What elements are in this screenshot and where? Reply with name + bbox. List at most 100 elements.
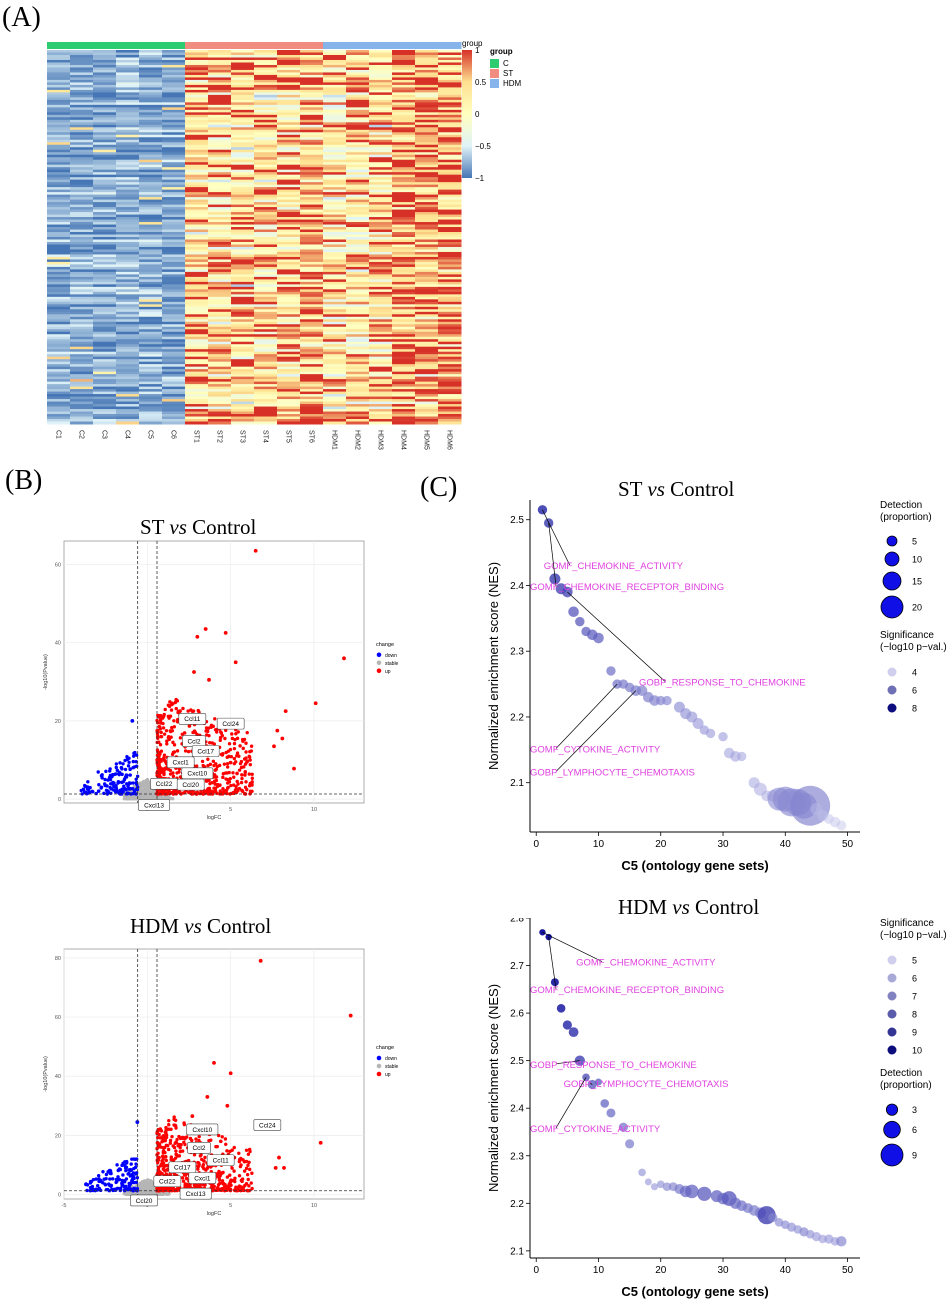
heatmap-cell xyxy=(70,251,94,255)
heatmap-cell xyxy=(185,82,209,86)
heatmap-cell xyxy=(47,204,71,208)
heatmap-cell xyxy=(300,254,324,258)
heatmap-cell xyxy=(116,409,140,413)
heatmap-cell xyxy=(323,67,347,71)
heatmap-cell xyxy=(300,54,324,58)
heatmap-cell xyxy=(369,219,393,223)
heatmap-column-label: HDM4 xyxy=(400,430,407,450)
heatmap-cell xyxy=(93,62,117,66)
heatmap-cell xyxy=(162,256,186,260)
heatmap-column-label: HDM2 xyxy=(354,430,361,450)
heatmap-cell xyxy=(231,179,255,183)
heatmap-cell xyxy=(231,314,255,318)
heatmap-cell xyxy=(346,127,370,131)
volcano-point-up xyxy=(247,772,251,776)
heatmap-cell xyxy=(231,197,255,201)
heatmap-cell xyxy=(116,364,140,368)
volcano-point-up xyxy=(249,744,254,748)
heatmap-cell xyxy=(231,162,255,166)
heatmap-cell xyxy=(208,326,232,330)
heatmap-cell xyxy=(70,346,94,350)
heatmap-cell xyxy=(323,139,347,143)
heatmap-cell xyxy=(369,149,393,153)
heatmap-cell xyxy=(254,346,278,350)
heatmap-cell xyxy=(139,222,163,226)
heatmap-cell xyxy=(300,222,324,226)
heatmap-cell xyxy=(300,119,324,123)
heatmap-cell xyxy=(139,84,163,88)
volcano-point-down xyxy=(112,781,116,785)
x-tick-label: 5 xyxy=(229,1203,232,1209)
heatmap-cell xyxy=(185,147,209,151)
heatmap-cell xyxy=(47,356,71,360)
heatmap-cell xyxy=(162,109,186,113)
heatmap-cell xyxy=(139,314,163,318)
heatmap-cell xyxy=(116,421,140,425)
volcano-point-up xyxy=(206,757,210,761)
heatmap-cell xyxy=(346,142,370,146)
heatmap-cell xyxy=(415,399,439,403)
heatmap-cell xyxy=(392,129,416,133)
volcano-point-down xyxy=(116,1168,121,1172)
heatmap-cell xyxy=(208,179,232,183)
heatmap-cell xyxy=(415,326,439,330)
heatmap-cell xyxy=(139,396,163,400)
heatmap-cell xyxy=(47,291,71,295)
heatmap-cell xyxy=(208,142,232,146)
x-axis-label: logFC xyxy=(207,1211,222,1217)
heatmap-cell xyxy=(231,144,255,148)
heatmap-cell xyxy=(277,344,301,348)
heatmap-cell xyxy=(139,67,163,71)
heatmap-cell xyxy=(392,184,416,188)
heatmap-cell xyxy=(438,214,462,218)
heatmap-cell xyxy=(392,306,416,310)
heatmap-cell xyxy=(139,274,163,278)
heatmap-cell xyxy=(47,107,71,111)
volcano-point-down xyxy=(128,786,132,791)
heatmap-cell xyxy=(323,414,347,418)
heatmap-cell xyxy=(116,219,140,223)
heatmap-cell xyxy=(93,319,117,323)
heatmap-cell xyxy=(392,329,416,333)
heatmap-cell xyxy=(369,234,393,238)
panel-label-b: (B) xyxy=(5,465,43,496)
volcano-point-up xyxy=(162,772,166,777)
heatmap-cell xyxy=(323,376,347,380)
heatmap-cell xyxy=(392,59,416,63)
volcano-point-up xyxy=(248,749,252,754)
heatmap-cell xyxy=(323,112,347,116)
heatmap-cell xyxy=(208,204,232,208)
heatmap-cell xyxy=(185,269,209,273)
heatmap-cell xyxy=(139,149,163,153)
volcano-point-down xyxy=(97,783,101,787)
volcano-point-up xyxy=(230,736,235,741)
heatmap-cell xyxy=(139,354,163,358)
heatmap-cell xyxy=(254,172,278,176)
heatmap-cell xyxy=(70,339,94,343)
heatmap-cell xyxy=(185,124,209,128)
heatmap-cell xyxy=(323,259,347,263)
heatmap-cell xyxy=(254,376,278,380)
heatmap-cell xyxy=(231,399,255,403)
heatmap-cell xyxy=(47,319,71,323)
heatmap-cell xyxy=(392,299,416,303)
heatmap-cell xyxy=(70,214,94,218)
heatmap-cell xyxy=(116,187,140,191)
heatmap-cell xyxy=(323,77,347,81)
heatmap-cell xyxy=(116,74,140,78)
heatmap-cell xyxy=(70,286,94,290)
heatmap-cell xyxy=(346,389,370,393)
volcano-point-down xyxy=(134,781,139,785)
volcano-point-up xyxy=(235,771,239,776)
y-tick-label: 60 xyxy=(55,1015,61,1021)
heatmap-cell xyxy=(438,129,462,133)
heatmap-cell xyxy=(47,212,71,216)
heatmap-cell xyxy=(47,334,71,338)
heatmap-cell xyxy=(346,69,370,73)
heatmap-cell xyxy=(346,117,370,121)
heatmap-cell xyxy=(415,164,439,168)
heatmap-cell xyxy=(47,416,71,420)
heatmap-cell xyxy=(162,217,186,221)
heatmap-cell xyxy=(70,202,94,206)
heatmap-cell xyxy=(70,319,94,323)
